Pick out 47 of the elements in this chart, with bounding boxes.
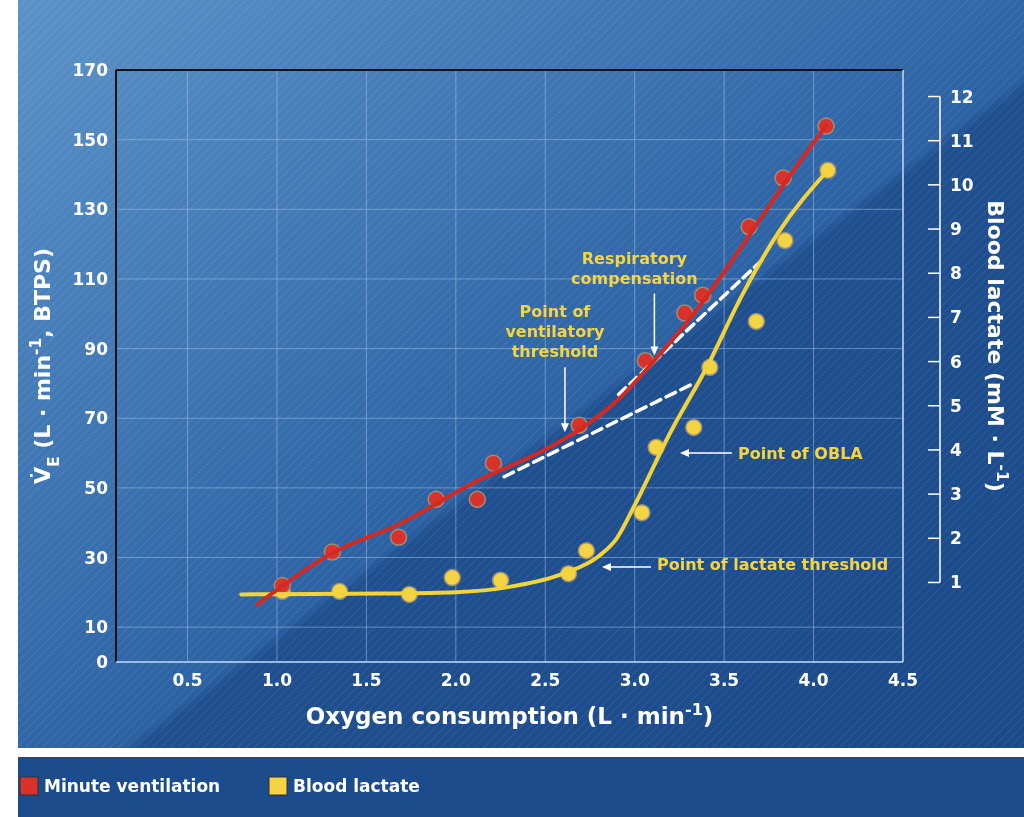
legend-label: Blood lactate [293,776,420,796]
y2-tick-label: 1 [950,572,962,593]
y2-tick-label: 8 [950,263,962,284]
point [443,568,462,587]
y-tick-label: 50 [84,477,109,498]
y2-tick-label: 4 [950,439,962,460]
y-tick-label: 110 [72,268,109,289]
x-tick-label: 3.5 [709,670,740,690]
annotation: Point of OBLA [738,444,864,463]
y2-tick-label: 6 [950,351,962,372]
annotation: Point of ventilatory threshold [505,302,606,362]
x-tick-label: 2.5 [530,670,561,690]
x-tick-label: 4.5 [887,670,919,690]
x-tick-label: 1.0 [261,670,293,690]
x-tick-label: 0.5 [172,670,203,690]
point [684,418,703,437]
point [468,490,487,509]
y-tick-label: 0 [96,652,109,672]
y-tick-label: 70 [84,408,109,429]
point [389,528,408,547]
annotation: Respiratory compensation [571,248,698,288]
y2-tick-label: 12 [950,86,974,107]
point [484,454,503,472]
point [776,231,794,250]
y-tick-label: 150 [72,129,109,150]
y2-tick-label: 5 [950,395,962,416]
y2-tick-label: 10 [950,174,974,195]
point [577,541,596,560]
y-tick-label: 10 [84,617,109,638]
y-tick-label: 30 [84,547,109,568]
x-axis-title: Oxygen consumption (L · min$^{-1}$) [305,699,714,729]
x-tick-label: 3.0 [619,670,650,690]
legend-label: Minute ventilation [44,776,221,796]
x-tick-label: 1.5 [351,670,382,690]
point [633,503,651,522]
y2-tick-label: 11 [950,130,974,151]
y2-tick-label: 2 [950,528,962,549]
y2-tick-label: 7 [950,307,962,328]
point [747,312,766,331]
y-tick-label: 130 [72,199,109,220]
y2-tick-label: 3 [950,484,962,505]
y-tick-label: 170 [72,60,109,80]
x-tick-label: 4.0 [798,670,829,690]
y-tick-label: 90 [84,338,109,359]
x-tick-label: 2.0 [440,670,472,690]
annotation: Point of lactate threshold [657,555,889,574]
y2-tick-label: 9 [950,219,962,240]
